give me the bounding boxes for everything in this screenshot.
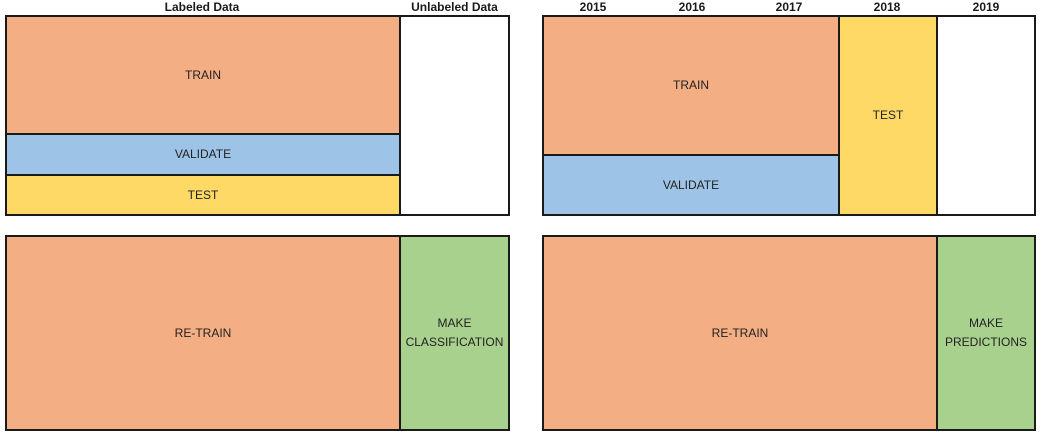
left-validate-block: VALIDATE <box>5 133 401 176</box>
right-validate-block: VALIDATE <box>542 154 840 216</box>
right-2019-empty-block <box>936 15 1036 216</box>
header-labeled-data: Labeled Data <box>164 0 240 14</box>
right-train-block: TRAIN <box>542 15 840 156</box>
left-test-block: TEST <box>5 174 401 216</box>
header-year-2017: 2017 <box>775 0 803 14</box>
header-year-2016: 2016 <box>678 0 706 14</box>
header-year-2018: 2018 <box>873 0 901 14</box>
right-make-predictions-block: MAKE PREDICTIONS <box>936 235 1036 431</box>
header-year-2015: 2015 <box>579 0 607 14</box>
header-unlabeled-data: Unlabeled Data <box>411 0 498 14</box>
left-train-block: TRAIN <box>5 15 401 135</box>
header-year-2019: 2019 <box>972 0 1000 14</box>
left-unlabeled-block <box>399 15 510 216</box>
right-test-block: TEST <box>838 15 938 216</box>
right-retrain-block: RE-TRAIN <box>542 235 938 431</box>
left-retrain-block: RE-TRAIN <box>5 235 401 431</box>
left-make-classification-block: MAKE CLASSIFICATION <box>399 235 510 431</box>
